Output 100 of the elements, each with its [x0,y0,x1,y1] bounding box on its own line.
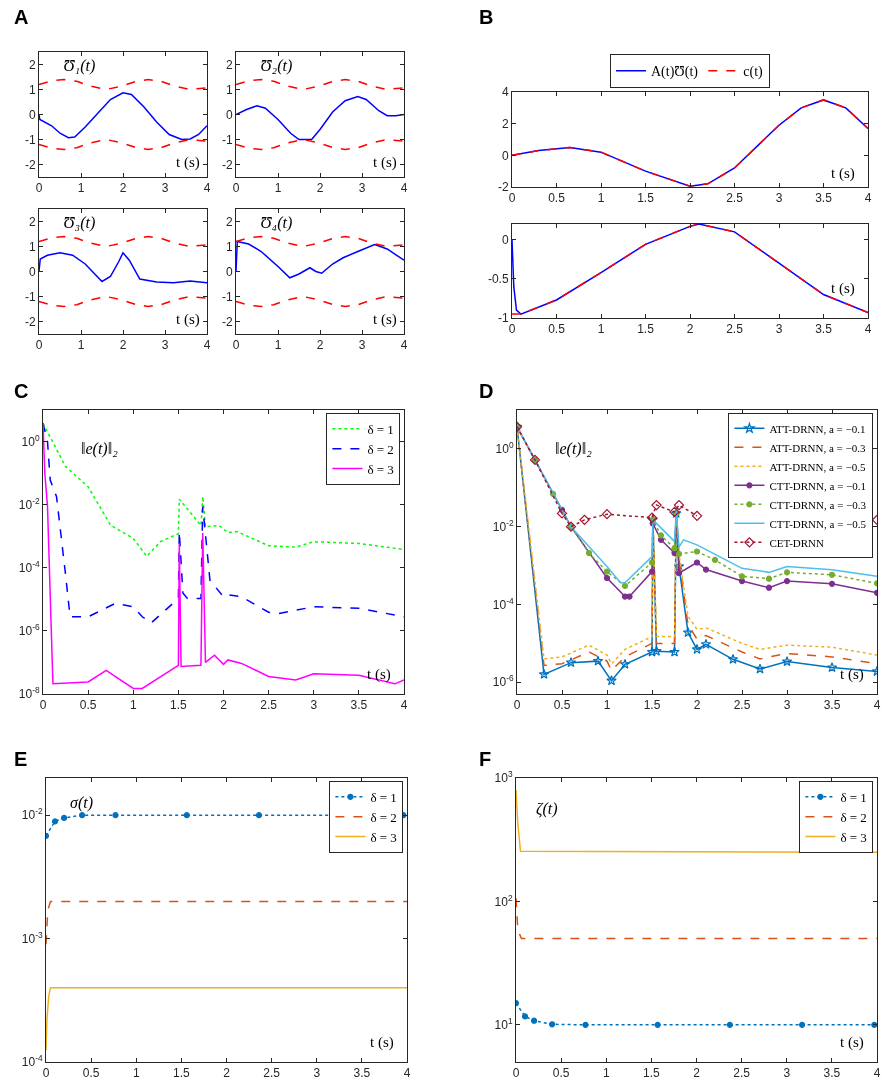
x-tick-label: 2.5 [733,1066,751,1081]
x-tick-label: 2 [686,322,694,337]
y-tick-label: -2 [24,314,36,329]
x-tick-label: 4 [873,698,881,713]
x-tick-label: 1 [77,181,85,196]
y-tick-label: 0 [28,264,36,279]
y-tick-label: 10$^{-6}$ [492,673,514,690]
y-tick-label: 2 [501,116,509,131]
x-tick-label: 1 [602,1066,610,1081]
y-tick-label: 10$^{-2}$ [21,806,43,823]
x-tick-label: 1.5 [637,191,655,206]
chart-title: E [14,748,28,770]
y-tick-label: 10$^{0}$ [495,440,514,457]
y-tick-label: 10$^{3}$ [494,769,513,786]
y-tick-label: 10$^{-6}$ [18,622,40,639]
y-tick-label: 0 [501,148,509,163]
x-tick-label: 2.5 [263,1066,281,1081]
annotation: Ʊ₂(t) [260,57,293,75]
y-tick-label: 10$^{-3}$ [21,929,43,946]
x-tick-label: 1 [597,322,605,337]
x-tick-label: 0.5 [82,1066,100,1081]
x-tick-label: 2 [686,191,694,206]
legend-label: CTT-DRNN, a = −0.1 [769,479,867,492]
legend-label: δ = 2 [840,809,867,825]
y-tick-label: 0 [28,107,36,122]
x-tick-label: 3.5 [350,698,368,713]
x-tick-label: 4 [203,338,211,353]
y-tick-label: 2 [28,214,36,229]
y-tick-label: 0 [501,232,509,247]
x-tick-label: 0.5 [553,698,571,713]
x-tick-label: 3 [161,338,169,353]
x-tick-label: 2 [316,338,324,353]
x-tick-label: 1 [274,338,282,353]
y-tick-label: -1 [221,289,233,304]
y-tick-label: 10$^{-4}$ [18,558,40,575]
x-tick-label: 3.5 [823,1066,841,1081]
y-tick-label: 4 [501,85,509,100]
chart-title: F [479,748,492,770]
y-tick-label: 2 [225,214,233,229]
x-axis-title: t (s) [176,154,200,171]
legend-label: δ = 1 [367,421,394,437]
x-tick-label: 2 [693,1066,701,1081]
legend-label: δ = 1 [370,789,397,805]
x-axis-title: t (s) [831,280,855,297]
x-tick-label: 2.5 [733,698,751,713]
x-tick-label: 4 [403,1066,411,1081]
legend-label: δ = 3 [840,829,867,845]
y-tick-label: -1 [497,311,509,326]
x-tick-label: 3.5 [823,698,841,713]
x-tick-label: 0.5 [548,322,566,337]
x-tick-label: 3 [775,322,783,337]
x-tick-label: 3.5 [815,322,833,337]
y-tick-label: 1 [225,239,233,254]
legend-label: c(t) [743,64,764,81]
x-tick-label: 4 [864,191,872,206]
legend-label: δ = 2 [370,809,397,825]
x-tick-label: 2 [316,181,324,196]
y-tick-label: -2 [221,157,233,172]
annotation: Ʊ₃(t) [63,214,96,232]
y-tick-label: 2 [28,57,36,72]
x-tick-label: 1 [132,1066,140,1081]
y-tick-label: 1 [225,82,233,97]
legend-label: δ = 2 [367,441,394,457]
x-tick-label: 3 [775,191,783,206]
y-tick-label: -2 [24,157,36,172]
x-tick-label: 3.5 [815,191,833,206]
y-tick-label: 10$^{0}$ [21,432,40,449]
y-tick-label: 2 [225,57,233,72]
x-tick-label: 3 [161,181,169,196]
legend-label: CET-DRNN [769,536,825,549]
legend-label: ATT-DRNN, a = −0.1 [769,422,866,435]
y-tick-label: -1 [24,289,36,304]
y-tick-label: 1 [28,239,36,254]
y-tick-label: -2 [221,314,233,329]
x-tick-label: 1.5 [173,1066,191,1081]
legend-label: CTT-DRNN, a = −0.3 [769,498,867,511]
x-tick-label: 1.5 [170,698,188,713]
y-tick-label: 10$^{-4}$ [492,595,514,612]
x-tick-label: 2 [119,338,127,353]
y-tick-label: 1 [28,82,36,97]
legend-label: δ = 3 [370,829,397,845]
x-tick-label: 4 [400,698,408,713]
x-tick-label: 2 [693,698,701,713]
x-tick-label: 2.5 [260,698,278,713]
annotation: Ʊ₄(t) [260,214,293,232]
x-tick-label: 3 [358,338,366,353]
x-tick-label: 1 [77,338,85,353]
legend-label: δ = 3 [367,461,394,477]
x-tick-label: 2.5 [726,191,744,206]
x-axis-title: t (s) [370,1034,394,1051]
x-tick-label: 3 [313,1066,321,1081]
x-tick-label: 1.5 [637,322,655,337]
chart-title: C [14,380,29,402]
chart-title: D [479,380,494,402]
y-tick-label: 10$^{-2}$ [492,517,514,534]
annotation: σ(t) [70,794,93,812]
y-tick-label: 0 [225,264,233,279]
x-tick-label: 1 [603,698,611,713]
x-tick-label: 0.5 [548,191,566,206]
y-tick-label: -1 [221,132,233,147]
